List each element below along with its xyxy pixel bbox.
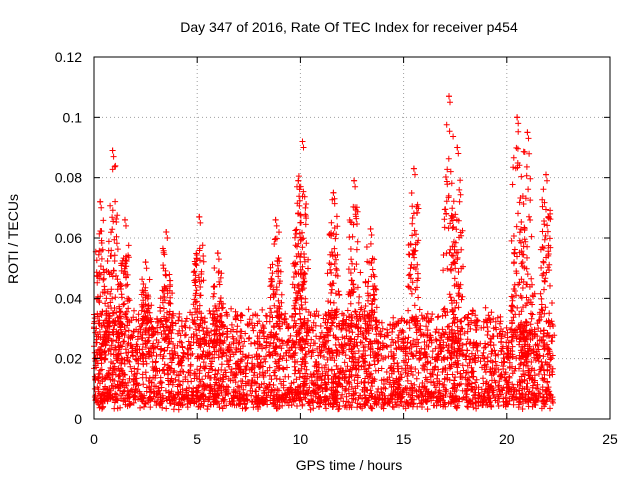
peak-point — [367, 225, 374, 232]
peak-point — [196, 213, 203, 220]
x-tick-label: 20 — [499, 431, 515, 447]
axis-ticks: 0 0.02 0.04 0.06 0.08 0.1 0.12 0 5 10 15 20 25 — [55, 49, 618, 447]
y-tick-label: 0.1 — [63, 109, 83, 125]
peak-point — [163, 228, 170, 235]
chart-title: Day 347 of 2016, Rate Of TEC Index for r… — [180, 19, 518, 35]
peak-point — [109, 147, 116, 154]
peak-point — [121, 216, 128, 223]
x-tick-label: 25 — [602, 431, 618, 447]
x-tick-label: 0 — [90, 431, 98, 447]
y-tick-label: 0 — [74, 411, 82, 427]
peak-point — [142, 259, 149, 266]
data-points — [91, 93, 558, 413]
peak-point — [351, 177, 358, 184]
peak-point — [524, 129, 531, 136]
peak-point — [410, 165, 417, 172]
y-tick-label: 0.06 — [55, 230, 82, 246]
y-tick-label: 0.08 — [55, 170, 82, 186]
peak-point — [514, 114, 521, 121]
peak-point — [97, 198, 104, 205]
peak-point — [446, 93, 453, 100]
peak-point — [543, 171, 550, 178]
y-axis-label: ROTI / TECUs — [5, 194, 21, 284]
peak-point — [272, 216, 279, 223]
x-tick-label: 15 — [396, 431, 412, 447]
y-tick-label: 0.02 — [55, 351, 82, 367]
roti-markers — [91, 93, 558, 413]
peak-point — [454, 144, 461, 151]
peak-point — [330, 189, 337, 196]
x-axis-label: GPS time / hours — [296, 457, 403, 473]
y-tick-label: 0.12 — [55, 49, 82, 65]
peak-point — [214, 250, 221, 257]
x-tick-label: 5 — [193, 431, 201, 447]
peak-point — [295, 177, 302, 184]
peak-point — [299, 138, 306, 145]
y-tick-label: 0.04 — [55, 290, 82, 306]
x-tick-label: 10 — [293, 431, 309, 447]
